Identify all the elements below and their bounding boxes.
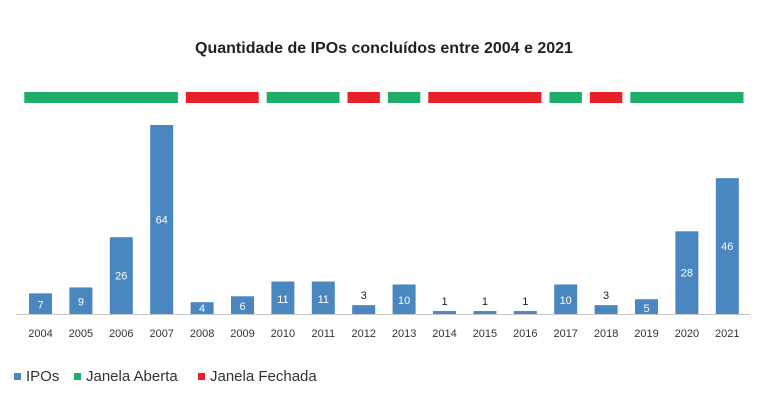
bar-2012 [352,305,376,314]
legend: IPOs Janela Aberta Janela Fechada [14,368,317,385]
window-bar-aberta [387,92,421,103]
x-tick-label: 2017 [553,328,577,340]
bar-2020 [675,231,699,314]
bar-2016 [513,311,537,314]
data-label-2015: 1 [482,296,488,308]
x-tick-label: 2019 [634,328,658,340]
x-tick-label: 2004 [28,328,52,340]
x-tick-label: 2021 [715,328,739,340]
x-tick-label: 2018 [594,328,618,340]
window-bar-fechada [428,92,542,103]
bar-2014 [433,311,456,314]
data-label-2012: 3 [361,290,367,302]
legend-swatch-janela-fechada [198,373,205,380]
data-label-2017: 10 [560,295,572,307]
data-label-2010: 11 [277,294,288,306]
legend-label-ipos: IPOs [26,368,59,385]
x-tick-label: 2016 [513,328,537,340]
bar-2021 [715,178,739,314]
bar-2018 [594,305,618,314]
bar-2006 [109,237,133,314]
bar-2007 [150,125,174,314]
x-tick-label: 2006 [109,328,133,340]
bar-2004 [29,293,52,314]
window-bar-aberta [266,92,340,103]
x-tick-label: 2010 [271,328,295,340]
bar-2015 [473,311,497,314]
legend-swatch-janela-aberta [74,373,81,380]
data-label-2008: 4 [199,303,205,315]
x-tick-label: 2007 [149,328,173,340]
window-bar-aberta [549,92,582,103]
x-tick-label: 2005 [69,328,93,340]
data-label-2018: 3 [603,290,609,302]
data-label-2009: 6 [239,301,245,313]
data-label-2004: 7 [37,300,43,312]
window-bar-fechada [185,92,259,103]
bar-2017 [554,284,578,314]
data-label-2016: 1 [522,296,528,308]
window-bar-aberta [630,92,744,103]
bar-2010 [271,281,295,314]
data-label-2011: 11 [318,294,329,306]
x-tick-label: 2014 [432,328,456,340]
x-tick-label: 2020 [675,328,699,340]
bar-2011 [311,281,335,314]
x-tick-label: 2009 [230,328,254,340]
data-label-2006: 26 [115,271,127,283]
legend-label-janela-aberta: Janela Aberta [86,368,178,385]
data-label-2021: 46 [721,241,733,253]
data-label-2013: 10 [398,295,410,307]
legend-swatch-ipos [14,373,21,380]
data-label-2014: 1 [441,296,447,308]
bar-2008 [190,302,214,314]
window-bar-aberta [24,92,178,103]
legend-label-janela-fechada: Janela Fechada [210,368,317,385]
chart-title: Quantidade de IPOs concluídos entre 2004… [195,40,573,57]
x-tick-label: 2012 [351,328,375,340]
x-tick-label: 2011 [311,328,335,340]
data-label-2005: 9 [78,297,84,309]
bar-2013 [392,284,416,314]
data-label-2020: 28 [681,268,693,280]
x-tick-label: 2008 [190,328,214,340]
x-tick-label: 2013 [392,328,416,340]
window-bar-fechada [589,92,623,103]
bar-2019 [635,299,658,314]
bar-2009 [231,296,254,314]
x-tick-label: 2015 [473,328,497,340]
bar-2005 [69,287,93,314]
data-label-2019: 5 [643,303,649,315]
data-label-2007: 64 [156,215,168,227]
window-bar-fechada [347,92,380,103]
